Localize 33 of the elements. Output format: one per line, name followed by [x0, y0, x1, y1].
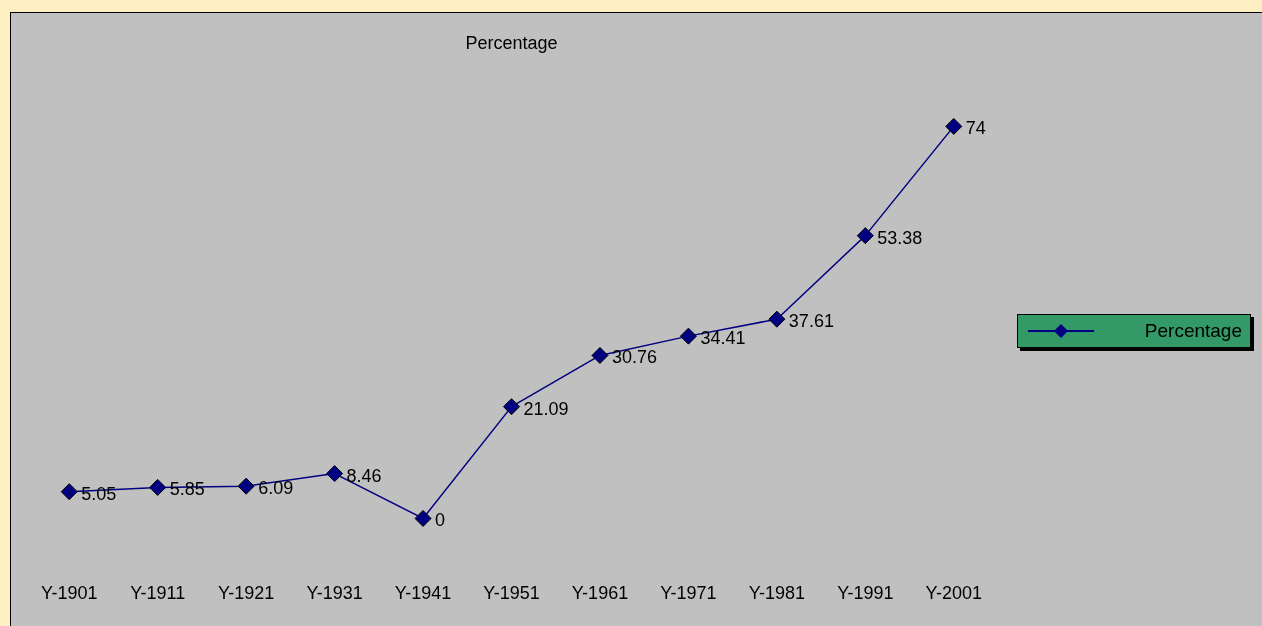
point [856, 227, 874, 245]
x-tick-label: Y-1981 [748, 583, 806, 604]
data-label: 21.09 [523, 398, 569, 419]
data-label: 53.38 [877, 227, 923, 248]
text: Percentage [1144, 320, 1242, 342]
x-tick-label: Y-1921 [217, 583, 275, 604]
point [945, 117, 963, 135]
point [768, 310, 786, 328]
x-tick-label: Y-1961 [571, 583, 629, 604]
point [503, 398, 520, 416]
point [149, 478, 167, 496]
x-tick-label: Y-1901 [41, 583, 98, 604]
data-label: 6.09 [258, 478, 294, 499]
x-tick-label: Y-1991 [837, 583, 894, 604]
point [591, 346, 609, 364]
point [60, 483, 78, 501]
data-label: 74 [965, 118, 986, 139]
x-tick-label: Y-1931 [306, 583, 363, 604]
data-label: 37.61 [788, 311, 834, 332]
x-tick-label: Y-1941 [394, 583, 452, 604]
x-tick-label: Y-1951 [483, 583, 540, 604]
point [414, 509, 432, 527]
x-tick-label: Y-1971 [660, 583, 717, 604]
x-tick-label: Y-2001 [925, 583, 982, 604]
point [326, 465, 344, 483]
chart-title: Percentage [465, 32, 558, 53]
data-label: 34.41 [700, 328, 746, 349]
data-label: 8.46 [346, 465, 382, 486]
data-label: 30.76 [611, 347, 657, 368]
data-label: 0 [435, 510, 446, 531]
point [237, 477, 255, 495]
x-tick-label: Y-1911 [130, 583, 186, 604]
point [679, 327, 697, 345]
